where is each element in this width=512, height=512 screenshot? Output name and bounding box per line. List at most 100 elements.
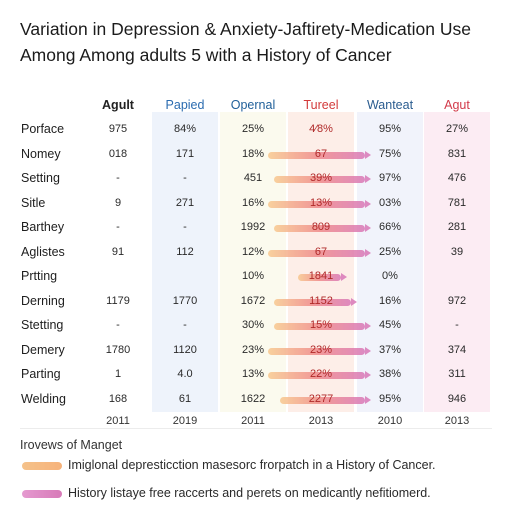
table-cell: 23% xyxy=(309,343,333,356)
column-header-2: Papied xyxy=(165,98,205,112)
row-label: Sitle xyxy=(21,195,46,210)
x-tick-label: 2013 xyxy=(308,415,334,427)
table-cell: - xyxy=(116,172,120,184)
table-cell: 271 xyxy=(175,196,195,209)
table-cell: 1780 xyxy=(105,343,131,356)
chart-title-line-2: Among Among adults 5 with a History of C… xyxy=(20,45,392,65)
x-tick-label: 2019 xyxy=(172,415,198,427)
row-label: Parting xyxy=(21,367,61,381)
table-cell: 67 xyxy=(314,245,328,258)
table-cell: 45% xyxy=(378,319,402,331)
range-bar xyxy=(273,224,371,232)
column-header-6: Agut xyxy=(444,98,470,112)
row-label: Prtting xyxy=(21,269,58,283)
range-bar xyxy=(273,297,357,306)
row-label: Barthey xyxy=(21,220,65,234)
x-tick-label: 2011 xyxy=(241,415,265,427)
table-cell: 4⁄8% xyxy=(309,123,333,135)
range-bar xyxy=(268,150,371,159)
table-cell: 13% xyxy=(309,196,333,209)
table-cell: 1672 xyxy=(240,294,266,307)
table-cell: 61 xyxy=(178,392,192,405)
table-cell: 91 xyxy=(111,245,125,258)
table-cell: 84% xyxy=(173,123,197,135)
table-cell: 1992 xyxy=(240,221,266,233)
table-cell: 95% xyxy=(378,123,402,135)
column-band-5 xyxy=(357,112,423,412)
table-cell: 972 xyxy=(447,294,467,307)
chart-title-line-1: Variation in Depression & Anxiety-Jaftir… xyxy=(20,19,471,39)
legend-swatch-1 xyxy=(22,462,62,470)
legend-swatch-2 xyxy=(22,490,62,498)
table-cell: 018 xyxy=(108,147,128,160)
column-band-1 xyxy=(85,112,151,412)
x-tick-label: 2011 xyxy=(106,415,130,427)
row-label: Derning xyxy=(21,293,65,308)
table-cell: - xyxy=(183,221,187,233)
table-cell: 39 xyxy=(450,245,464,258)
column-band-2 xyxy=(152,112,218,412)
table-cell: 0% xyxy=(382,270,398,282)
table-cell: 25% xyxy=(241,123,265,135)
row-label: Welding xyxy=(21,391,66,406)
row-label: Aglistes xyxy=(21,244,65,259)
table-cell: 451 xyxy=(243,172,263,184)
table-cell: 66% xyxy=(378,221,402,233)
row-label: Nomey xyxy=(21,146,61,161)
table-cell: 1179 xyxy=(106,294,130,307)
table-cell: 12% xyxy=(241,245,265,258)
table-cell: 22% xyxy=(309,368,333,380)
legend-label-2: History listaye free raccerts and perets… xyxy=(68,486,431,500)
table-cell: 9 xyxy=(114,196,122,209)
column-band-6 xyxy=(424,112,490,412)
table-cell: - xyxy=(116,319,120,331)
divider xyxy=(20,428,492,429)
range-bar xyxy=(268,371,371,379)
column-bands xyxy=(0,112,512,412)
table-cell: 38% xyxy=(378,368,402,380)
table-cell: 946 xyxy=(447,392,467,405)
table-cell: 374 xyxy=(447,343,467,356)
range-bar xyxy=(279,395,371,404)
range-bar xyxy=(273,322,371,330)
range-bar xyxy=(297,273,347,281)
row-label: Demery xyxy=(21,342,65,357)
table-cell: 16% xyxy=(241,196,265,209)
table-cell: 23% xyxy=(241,343,265,356)
column-header-5: Wanteat xyxy=(366,98,414,112)
table-cell: 4.0 xyxy=(177,368,193,380)
range-bar xyxy=(273,175,371,183)
row-label: Setting xyxy=(21,171,60,185)
legend-title: Irovews of Manget xyxy=(20,438,123,452)
table-cell: 1622 xyxy=(240,392,266,405)
table-cell: 75% xyxy=(378,147,402,160)
column-header-4: Tureel xyxy=(303,98,339,112)
table-cell: 18% xyxy=(241,147,265,160)
table-cell: 97% xyxy=(378,172,402,184)
x-tick-label: 2013 xyxy=(444,415,470,427)
table-cell: - xyxy=(183,172,187,184)
table-cell: 1841 xyxy=(308,270,334,282)
table-cell: 03% xyxy=(378,196,402,209)
table-cell: 112 xyxy=(176,245,194,258)
table-cell: 2277 xyxy=(308,392,334,405)
table-cell: 1770 xyxy=(172,294,198,307)
range-bar xyxy=(268,346,371,355)
range-bar xyxy=(268,248,371,257)
column-band-3 xyxy=(220,112,286,412)
table-cell: 1152 xyxy=(309,294,333,307)
table-cell: 27% xyxy=(445,123,469,135)
column-header-3: Opernal xyxy=(230,98,276,112)
table-cell: 67 xyxy=(314,147,328,160)
row-label: Porface xyxy=(21,122,65,136)
table-cell: 30% xyxy=(241,319,265,331)
table-cell: 16% xyxy=(378,294,402,307)
table-cell: - xyxy=(455,319,459,331)
table-cell: 168 xyxy=(108,392,128,405)
column-band-4 xyxy=(288,112,354,412)
table-cell: 809 xyxy=(311,221,331,233)
table-cell: 37% xyxy=(378,343,402,356)
legend-label-1: Imiglonal depresticction masesorc frorpa… xyxy=(68,458,436,472)
row-label: Stetting xyxy=(21,318,64,332)
table-cell: 13% xyxy=(241,368,265,380)
